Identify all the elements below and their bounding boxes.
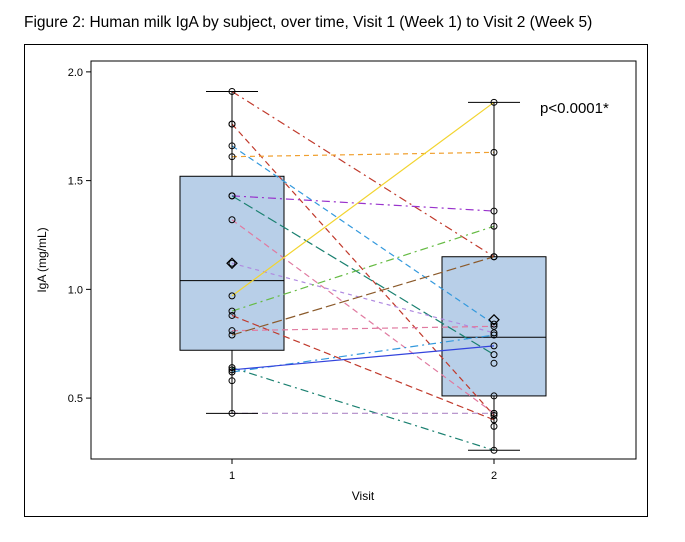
subject-line-13 [231,256,495,336]
subject-line-12 [231,325,495,332]
axis-layer: 0.5 1.0 1.5 2.0 1 2 [68,67,497,482]
subject-point-v2-11 [490,416,498,424]
mean-marker-1 [226,257,238,270]
subject-point-v2-5 [490,207,498,215]
figure-title: Figure 2: Human milk IgA by subject, ove… [24,14,593,31]
x-tick-label-2: 2 [491,470,497,482]
subject-point-v2-12 [490,322,498,330]
subject-line-8 [231,262,495,334]
figure-frame [24,44,648,517]
subject-point-v1-10 [228,307,236,315]
subject-line-16 [231,345,495,371]
subject-point-v2-14 [490,446,498,454]
subject-line-3 [231,145,495,325]
x-tick-label-1: 1 [229,470,235,482]
subject-point-v2-2 [490,412,498,420]
p-value-annotation: p<0.0001* [540,100,609,117]
plot-area [90,60,637,460]
subject-line-11 [231,314,495,421]
subject-point-v2-16 [490,342,498,350]
y-axis-title: IgA (mg/mL) [35,227,49,292]
subject-point-v1-9 [228,292,236,300]
box-2 [441,256,547,397]
y-tick-label-0: 0.5 [68,393,83,405]
subject-line-10 [231,225,495,312]
subject-point-v2-4 [490,148,498,156]
mean-marker-2 [488,313,500,326]
y-tick-label-3: 2.0 [68,67,83,79]
subject-point-v1-15 [228,368,236,376]
y-tick-label-1: 1.0 [68,284,83,296]
subject-point-v2-3 [490,320,498,328]
subject-point-v1-8 [228,259,236,267]
subject-line-1 [231,90,495,258]
x-axis-title: Visit [352,489,375,503]
subject-line-14 [231,367,495,451]
subject-point-v1-16 [228,366,236,374]
subject-point-v2-13 [490,253,498,261]
subject-point-v2-8 [490,329,498,337]
extra-point-3 [490,392,498,400]
subject-point-v1-11 [228,311,236,319]
subject-line-7 [231,219,495,414]
subject-line-15 [231,334,495,373]
points-layer [226,87,500,454]
subject-point-v1-12 [228,327,236,335]
subject-point-v2-10 [490,222,498,230]
extra-point-1 [228,120,236,128]
subject-point-v1-6 [228,192,236,200]
subject-point-v1-1 [228,87,236,95]
subject-point-v2-6 [490,351,498,359]
subject-point-v2-9 [490,98,498,106]
subject-line-4 [231,151,495,158]
y-tick-label-2: 1.5 [68,176,83,188]
subject-line-5 [231,195,495,212]
subject-point-v1-3 [228,142,236,150]
subject-point-v1-7 [228,216,236,224]
extra-point-4 [490,359,498,367]
subject-point-v1-13 [228,331,236,339]
subject-point-v1-4 [228,153,236,161]
extra-point-2 [228,377,236,385]
extra-point-5 [490,422,498,430]
subject-point-v2-15 [490,331,498,339]
subject-lines-layer [231,90,495,451]
subject-line-6 [231,195,495,356]
subject-point-v1-17 [228,409,236,417]
subject-line-2 [231,123,495,416]
subject-point-v2-17 [490,409,498,417]
subject-line-9 [231,101,495,297]
subject-point-v1-14 [228,364,236,372]
